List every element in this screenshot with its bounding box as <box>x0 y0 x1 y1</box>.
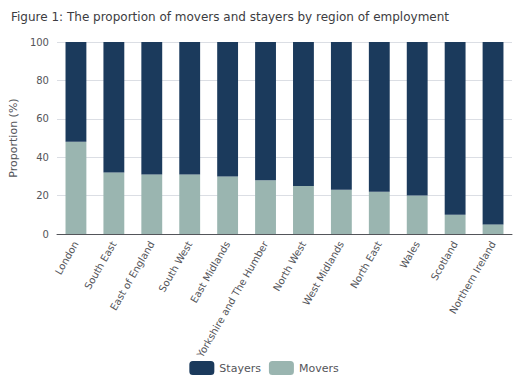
svg-text:Stayers: Stayers <box>219 362 261 375</box>
svg-text:40: 40 <box>36 152 49 163</box>
svg-text:Figure 1: The proportion of mo: Figure 1: The proportion of movers and s… <box>11 10 449 24</box>
svg-text:Movers: Movers <box>299 362 339 375</box>
svg-text:North West: North West <box>271 239 308 293</box>
svg-text:South West: South West <box>157 239 195 294</box>
svg-text:East Midlands: East Midlands <box>188 239 232 304</box>
svg-text:East of England: East of England <box>108 239 157 312</box>
svg-text:0: 0 <box>43 229 49 240</box>
svg-text:100: 100 <box>30 37 49 48</box>
svg-text:Northern Ireland: Northern Ireland <box>447 239 498 316</box>
svg-text:North East: North East <box>348 239 384 290</box>
svg-text:60: 60 <box>36 113 49 124</box>
svg-text:20: 20 <box>36 190 49 201</box>
svg-text:Wales: Wales <box>398 239 422 270</box>
svg-text:Scotland: Scotland <box>429 239 460 282</box>
svg-text:Yorkshire and The Humber: Yorkshire and The Humber <box>194 238 271 360</box>
svg-text:London: London <box>53 239 81 276</box>
svg-text:West Midlands: West Midlands <box>300 239 346 307</box>
svg-text:Proportion (%): Proportion (%) <box>7 98 20 177</box>
svg-text:80: 80 <box>36 75 49 86</box>
svg-text:South East: South East <box>82 239 118 291</box>
